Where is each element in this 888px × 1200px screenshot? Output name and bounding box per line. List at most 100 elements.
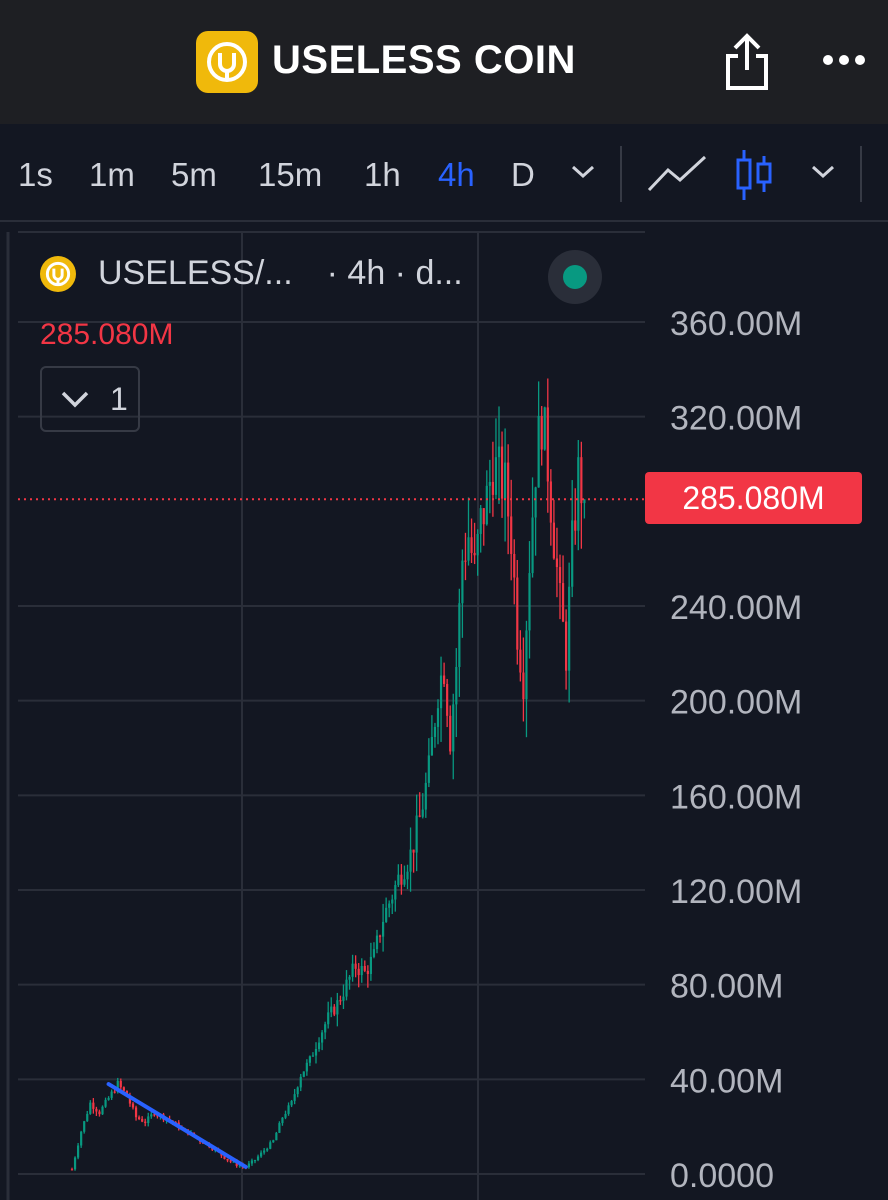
candle-body bbox=[73, 1157, 77, 1170]
candle-body bbox=[485, 485, 488, 525]
useless-coin-logo bbox=[196, 31, 258, 93]
candle-body bbox=[397, 874, 400, 886]
coin-logo-icon bbox=[40, 255, 76, 292]
indicator-count: 1 bbox=[110, 380, 128, 417]
candle-body bbox=[491, 481, 494, 495]
timeframe-15m[interactable]: 15m bbox=[258, 156, 323, 193]
candle-body bbox=[476, 533, 479, 556]
candlestick-chart[interactable]: 360.00M 320.00M 240.00M 200.00M 160.00M 120.0… bbox=[0, 222, 888, 1200]
chevron-down-icon[interactable] bbox=[810, 162, 836, 182]
candle-body bbox=[86, 1113, 89, 1122]
candle-body bbox=[516, 577, 519, 650]
candle-body bbox=[321, 1032, 324, 1043]
candle-body bbox=[458, 603, 461, 667]
candle-body bbox=[238, 1165, 241, 1167]
timeframe-1s[interactable]: 1s bbox=[18, 156, 53, 193]
candle-body bbox=[394, 885, 397, 900]
line-chart-icon[interactable] bbox=[646, 154, 708, 194]
candle-body bbox=[83, 1121, 86, 1132]
candle-body bbox=[342, 996, 345, 1001]
candle-body bbox=[119, 1080, 122, 1088]
candle-body bbox=[565, 621, 568, 671]
market-status-indicator[interactable] bbox=[548, 250, 602, 304]
legend-interval: · 4h · d... bbox=[326, 254, 463, 292]
candle-body bbox=[363, 966, 366, 971]
candle-body bbox=[409, 849, 412, 872]
candle-body bbox=[92, 1102, 95, 1109]
y-tick-label: 240.00M bbox=[670, 589, 802, 627]
candle-body bbox=[369, 956, 372, 974]
candle-body bbox=[223, 1155, 226, 1159]
candle-body bbox=[388, 903, 391, 908]
candle-body bbox=[430, 737, 433, 756]
y-tick-label: 360.00M bbox=[670, 305, 802, 343]
timeframe-1m[interactable]: 1m bbox=[89, 156, 135, 193]
timeframe-5m[interactable]: 5m bbox=[171, 156, 217, 193]
candle-body bbox=[507, 462, 510, 517]
share-icon[interactable] bbox=[722, 32, 772, 92]
candle-body bbox=[77, 1145, 80, 1158]
timeframe-d[interactable]: D bbox=[511, 156, 535, 193]
timeframe-4h[interactable]: 4h bbox=[438, 156, 475, 193]
candle-body bbox=[266, 1148, 269, 1151]
candlestick-icon[interactable] bbox=[734, 148, 774, 202]
candle-body bbox=[555, 558, 559, 568]
candle-body bbox=[354, 963, 357, 969]
chevron-down-icon[interactable] bbox=[570, 162, 596, 182]
candle-body bbox=[513, 553, 516, 578]
candle-body bbox=[583, 499, 586, 504]
candle-body bbox=[333, 1006, 336, 1015]
timeframe-toolbar: 1s 1m 5m 15m 1h 4h D bbox=[0, 124, 888, 222]
toolbar-divider bbox=[620, 146, 622, 202]
candle-body bbox=[546, 407, 549, 482]
candle-body bbox=[406, 871, 409, 880]
y-tick-label: 80.00M bbox=[670, 968, 783, 1006]
candle-body bbox=[147, 1116, 150, 1124]
more-icon[interactable] bbox=[820, 50, 868, 70]
chevron-down-icon bbox=[61, 391, 89, 408]
candle-body bbox=[336, 1000, 339, 1015]
candle-body bbox=[101, 1106, 104, 1115]
candle-body bbox=[250, 1160, 254, 1164]
candle-body bbox=[98, 1111, 101, 1115]
candle-body bbox=[366, 970, 369, 974]
candle-body bbox=[558, 567, 562, 584]
candle-body bbox=[421, 809, 424, 817]
candle-body bbox=[348, 976, 351, 980]
current-price-tag: 285.080M bbox=[645, 472, 862, 524]
candle-body bbox=[278, 1123, 281, 1133]
candle-body bbox=[488, 481, 491, 486]
indicators-toggle-button[interactable]: 1 bbox=[40, 366, 140, 432]
candle-body bbox=[534, 487, 537, 518]
candle-body bbox=[144, 1121, 147, 1124]
candle-body bbox=[473, 552, 476, 556]
candle-body bbox=[540, 415, 543, 450]
candle-body bbox=[464, 560, 467, 562]
candle-body bbox=[360, 966, 363, 976]
candle-body bbox=[247, 1163, 250, 1168]
timeframe-1h[interactable]: 1h bbox=[364, 156, 401, 193]
chart-legend: USELESS/... · 4h · d... bbox=[40, 254, 463, 293]
page-title: USELESS COIN bbox=[272, 38, 576, 82]
candle-body bbox=[327, 1012, 330, 1025]
legend-symbol[interactable]: USELESS/... bbox=[98, 254, 293, 292]
candle-body bbox=[415, 815, 418, 853]
price-chart[interactable]: 360.00M 320.00M 240.00M 200.00M 160.00M 120.0… bbox=[0, 222, 888, 1200]
candle-body bbox=[317, 1042, 321, 1049]
candle-body bbox=[482, 508, 485, 525]
candle-body bbox=[382, 921, 385, 937]
candle-body bbox=[95, 1108, 98, 1112]
candle-body bbox=[305, 1062, 308, 1072]
candle-body bbox=[141, 1119, 144, 1122]
candle-body bbox=[314, 1048, 318, 1056]
candle-body bbox=[568, 586, 571, 671]
y-tick-label: 40.00M bbox=[670, 1062, 783, 1100]
candle-body bbox=[375, 935, 379, 950]
candle-body bbox=[256, 1156, 260, 1161]
candle-body bbox=[116, 1080, 119, 1093]
candle-body bbox=[260, 1152, 263, 1157]
candle-body bbox=[543, 407, 546, 450]
candle-body bbox=[138, 1117, 141, 1120]
candle-body bbox=[128, 1096, 132, 1104]
